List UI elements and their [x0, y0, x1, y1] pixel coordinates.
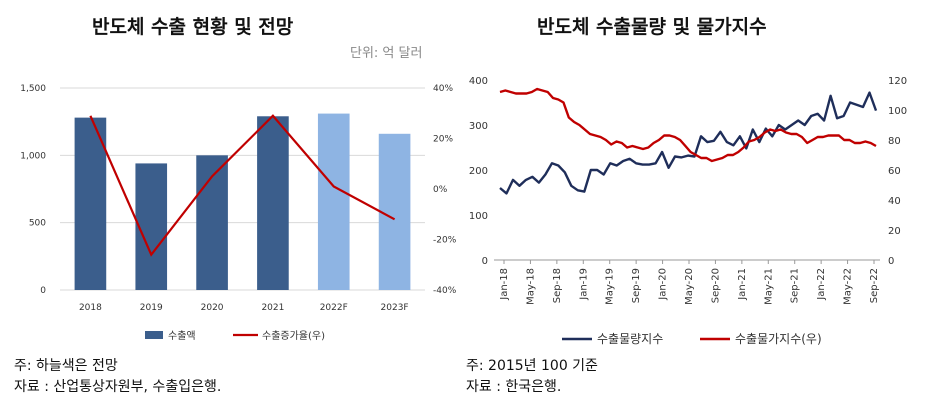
right-axis-tick-label: 60 — [888, 166, 901, 177]
x-tick-label: May-22 — [843, 268, 854, 305]
left-axis-tick-label: 100 — [469, 211, 488, 222]
right-axis-tick-label: -20% — [433, 236, 457, 246]
left-axis-tick-label: 500 — [29, 219, 46, 229]
right-axis-tick-label: 0 — [888, 256, 894, 267]
left-chart-unit: 단위: 억 달러 — [350, 46, 423, 61]
left-note: 주: 하늘색은 전망 — [14, 358, 118, 374]
right-axis-tick-label: 0% — [433, 185, 448, 195]
left-axis-tick-label: 200 — [469, 166, 488, 177]
growth-rate-line — [89, 114, 396, 257]
bar — [378, 133, 411, 290]
right-axis-tick-label: -40% — [433, 286, 457, 296]
x-tick-label: Jan-20 — [658, 268, 669, 301]
left-axis-tick-label: 300 — [469, 121, 488, 132]
x-tick-label: Jan-22 — [816, 268, 827, 301]
x-tick-label: Jan-18 — [499, 268, 510, 301]
right-axis-tick-label: 80 — [888, 136, 901, 147]
right-axis-tick-label: 100 — [888, 106, 907, 117]
x-tick-label: Sep-19 — [631, 268, 642, 303]
legend-label-price: 수출물가지수(우) — [735, 332, 822, 346]
x-tick-label: May-19 — [605, 268, 616, 305]
price-index-line — [499, 87, 877, 163]
x-tick-label: Sep-21 — [790, 268, 801, 303]
x-tick-label: May-18 — [525, 268, 536, 305]
x-tick-label: May-21 — [763, 268, 774, 305]
right-chart: 0 100 200 300 400 0 20 40 60 80 100 120 Jan-18 May-18… — [469, 76, 907, 346]
x-tick-label: 2022F — [320, 303, 348, 313]
legend-label-exports: 수출액 — [168, 330, 196, 342]
bar — [317, 113, 350, 290]
left-source: 자료 : 산업통상자원부, 수출입은행. — [14, 379, 222, 395]
right-axis-tick-label: 20 — [888, 226, 901, 237]
x-tick-label: May-20 — [684, 268, 695, 305]
left-axis-tick-label: 400 — [469, 76, 488, 87]
x-tick-label: Jan-19 — [578, 268, 589, 301]
x-tick-label: Jan-21 — [737, 268, 748, 301]
right-source: 자료 : 한국은행. — [466, 379, 562, 395]
right-axis-tick-label: 40 — [888, 196, 901, 207]
bar — [257, 116, 289, 290]
legend-label-volume: 수출물량지수 — [597, 332, 663, 346]
legend-swatch-exports — [145, 331, 163, 339]
x-tick-label: 2023F — [381, 303, 409, 313]
x-tick-label: Sep-20 — [710, 268, 721, 303]
x-tick-label: 2019 — [140, 303, 163, 313]
left-chart-title: 반도체 수출 현황 및 전망 — [92, 16, 294, 38]
x-tick-label: Sep-18 — [552, 268, 563, 303]
left-chart: 0 500 1,000 1,500 -40% -20% 0% 20% 40% 2018 2019 20… — [20, 84, 456, 342]
legend-label-growth: 수출증가율(우) — [262, 330, 325, 342]
x-tick-label: 2018 — [79, 303, 102, 313]
volume-index-line — [499, 91, 878, 195]
left-axis-tick-label: 1,500 — [20, 84, 46, 94]
x-tick-label: 2020 — [201, 303, 224, 313]
left-axis-tick-label: 1,000 — [20, 151, 46, 161]
right-note: 주: 2015년 100 기준 — [466, 358, 598, 374]
left-axis-tick-label: 0 — [40, 286, 46, 296]
bar — [74, 117, 107, 290]
right-chart-title: 반도체 수출물량 및 물가지수 — [537, 16, 767, 38]
bar — [135, 163, 168, 290]
x-tick-label: 2021 — [261, 303, 284, 313]
left-axis-tick-label: 0 — [482, 256, 488, 267]
right-axis-tick-label: 20% — [433, 135, 453, 145]
right-axis-tick-label: 120 — [888, 76, 907, 87]
right-axis-tick-label: 40% — [433, 84, 453, 94]
x-tick-label: Sep-22 — [869, 268, 880, 303]
